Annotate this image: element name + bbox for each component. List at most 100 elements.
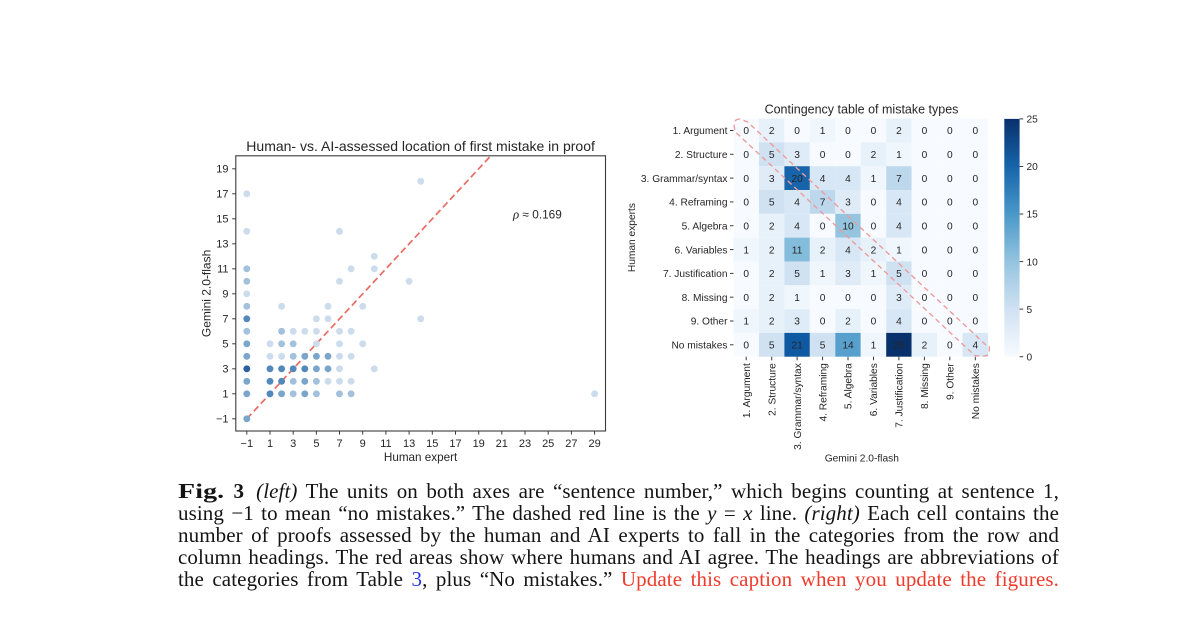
svg-text:0: 0 bbox=[820, 221, 826, 232]
svg-text:9: 9 bbox=[222, 289, 228, 301]
svg-text:0: 0 bbox=[871, 293, 877, 304]
svg-text:4: 4 bbox=[794, 221, 800, 232]
svg-text:No mistakes: No mistakes bbox=[671, 341, 727, 352]
svg-text:1: 1 bbox=[267, 438, 273, 450]
svg-text:2: 2 bbox=[820, 245, 826, 256]
svg-text:27: 27 bbox=[565, 438, 577, 450]
svg-text:5: 5 bbox=[1027, 305, 1033, 316]
svg-text:−1: −1 bbox=[216, 414, 229, 426]
svg-text:0: 0 bbox=[947, 126, 953, 137]
svg-text:3: 3 bbox=[769, 174, 775, 185]
svg-text:0: 0 bbox=[922, 126, 928, 137]
svg-text:1: 1 bbox=[871, 269, 877, 280]
svg-text:3: 3 bbox=[845, 269, 851, 280]
svg-text:7: 7 bbox=[336, 438, 342, 450]
svg-text:0: 0 bbox=[743, 126, 749, 137]
svg-text:6. Variables: 6. Variables bbox=[869, 363, 880, 416]
svg-text:3: 3 bbox=[896, 293, 902, 304]
svg-text:0: 0 bbox=[820, 317, 826, 328]
svg-text:0: 0 bbox=[871, 126, 877, 137]
svg-text:0: 0 bbox=[845, 293, 851, 304]
svg-text:0: 0 bbox=[743, 150, 749, 161]
svg-text:21: 21 bbox=[496, 438, 508, 450]
svg-text:0: 0 bbox=[820, 293, 826, 304]
svg-text:ρ ≈ 0.169: ρ ≈ 0.169 bbox=[512, 206, 562, 221]
svg-text:0: 0 bbox=[972, 293, 978, 304]
svg-text:0: 0 bbox=[845, 150, 851, 161]
svg-text:2: 2 bbox=[922, 341, 928, 352]
svg-text:1: 1 bbox=[743, 317, 749, 328]
svg-text:0: 0 bbox=[972, 174, 978, 185]
svg-text:0: 0 bbox=[1027, 352, 1033, 363]
svg-text:0: 0 bbox=[947, 269, 953, 280]
svg-text:5: 5 bbox=[222, 339, 228, 351]
svg-text:4: 4 bbox=[972, 341, 978, 352]
svg-text:0: 0 bbox=[871, 221, 877, 232]
svg-text:6. Variables: 6. Variables bbox=[674, 245, 727, 256]
svg-text:2: 2 bbox=[769, 293, 775, 304]
svg-text:2: 2 bbox=[896, 126, 902, 137]
svg-text:11: 11 bbox=[792, 245, 803, 256]
svg-text:0: 0 bbox=[922, 174, 928, 185]
svg-text:0: 0 bbox=[794, 126, 800, 137]
svg-text:0: 0 bbox=[972, 269, 978, 280]
svg-text:0: 0 bbox=[947, 150, 953, 161]
svg-text:5: 5 bbox=[896, 269, 902, 280]
svg-text:0: 0 bbox=[743, 174, 749, 185]
svg-text:2. Structure: 2. Structure bbox=[767, 363, 778, 416]
svg-text:1: 1 bbox=[743, 245, 749, 256]
svg-text:Gemini 2.0-flash: Gemini 2.0-flash bbox=[825, 454, 899, 465]
svg-text:3: 3 bbox=[222, 364, 228, 376]
svg-text:0: 0 bbox=[922, 150, 928, 161]
svg-text:0: 0 bbox=[947, 341, 953, 352]
svg-text:5: 5 bbox=[769, 341, 775, 352]
svg-text:2: 2 bbox=[871, 245, 877, 256]
svg-text:29: 29 bbox=[588, 438, 600, 450]
svg-text:23: 23 bbox=[519, 438, 531, 450]
svg-text:0: 0 bbox=[871, 317, 877, 328]
svg-text:0: 0 bbox=[947, 293, 953, 304]
svg-text:4. Reframing: 4. Reframing bbox=[818, 363, 829, 422]
svg-text:0: 0 bbox=[947, 198, 953, 209]
svg-text:7: 7 bbox=[820, 198, 826, 209]
svg-text:5. Algebra: 5. Algebra bbox=[844, 363, 855, 409]
svg-text:1: 1 bbox=[896, 150, 902, 161]
svg-text:0: 0 bbox=[947, 317, 953, 328]
svg-text:5: 5 bbox=[313, 438, 319, 450]
svg-text:1: 1 bbox=[820, 126, 826, 137]
svg-text:4: 4 bbox=[845, 245, 851, 256]
svg-text:8. Missing: 8. Missing bbox=[920, 363, 931, 409]
svg-text:7: 7 bbox=[896, 174, 902, 185]
svg-text:0: 0 bbox=[947, 174, 953, 185]
svg-text:25: 25 bbox=[1027, 115, 1039, 126]
svg-text:1: 1 bbox=[871, 341, 877, 352]
svg-text:0: 0 bbox=[743, 341, 749, 352]
svg-text:0: 0 bbox=[743, 198, 749, 209]
svg-text:13: 13 bbox=[216, 239, 228, 251]
svg-text:0: 0 bbox=[743, 221, 749, 232]
svg-text:2: 2 bbox=[845, 317, 851, 328]
svg-text:11: 11 bbox=[217, 264, 228, 276]
svg-text:3: 3 bbox=[794, 150, 800, 161]
svg-text:4: 4 bbox=[896, 317, 902, 328]
svg-text:Human experts: Human experts bbox=[627, 203, 638, 272]
svg-text:4. Reframing: 4. Reframing bbox=[669, 198, 728, 209]
svg-text:13: 13 bbox=[403, 438, 415, 450]
svg-text:7. Justification: 7. Justification bbox=[663, 269, 728, 280]
svg-text:17: 17 bbox=[449, 438, 461, 450]
svg-text:0: 0 bbox=[972, 317, 978, 328]
svg-text:14: 14 bbox=[842, 341, 854, 352]
svg-text:0: 0 bbox=[871, 198, 877, 209]
svg-text:11: 11 bbox=[380, 438, 391, 450]
svg-text:1: 1 bbox=[871, 174, 877, 185]
svg-text:20: 20 bbox=[1027, 162, 1039, 173]
svg-text:1. Argument: 1. Argument bbox=[742, 363, 753, 418]
svg-text:7. Justification: 7. Justification bbox=[895, 363, 906, 428]
svg-text:5: 5 bbox=[769, 150, 775, 161]
svg-text:8. Missing: 8. Missing bbox=[682, 293, 728, 304]
svg-text:0: 0 bbox=[972, 150, 978, 161]
svg-text:0: 0 bbox=[922, 221, 928, 232]
svg-text:0: 0 bbox=[947, 245, 953, 256]
svg-text:0: 0 bbox=[922, 317, 928, 328]
svg-text:0: 0 bbox=[947, 221, 953, 232]
